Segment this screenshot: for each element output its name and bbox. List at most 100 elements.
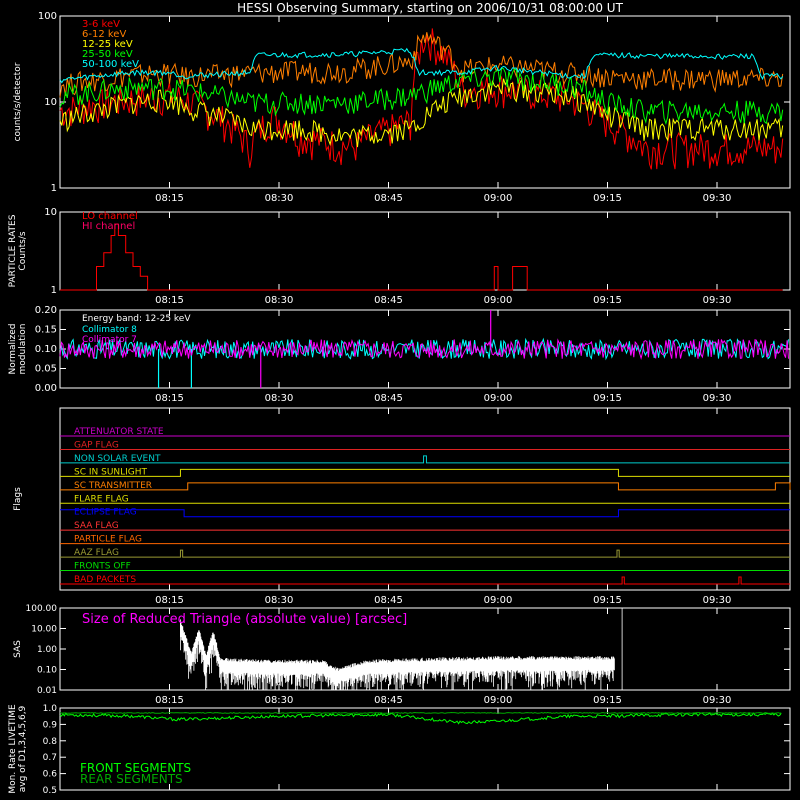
flag-label: ATTENUATOR STATE xyxy=(74,427,164,437)
time-tick-label: 08:30 xyxy=(265,193,294,204)
y-tick-label: 0.6 xyxy=(43,770,58,780)
flag-line xyxy=(60,455,790,464)
y-tick-label: 0.10 xyxy=(35,344,57,355)
time-tick-label: 08:45 xyxy=(374,393,403,404)
y-tick-label: 0.7 xyxy=(43,753,57,763)
y-axis-label: SAS xyxy=(13,640,23,658)
panel-frame xyxy=(59,707,791,791)
time-tick-label: 08:45 xyxy=(374,595,403,606)
y-axis-label: Flags xyxy=(13,487,23,511)
flag-label: FRONTS OFF xyxy=(74,562,131,572)
legend-entry: LO channel xyxy=(82,211,138,222)
time-tick-label: 09:30 xyxy=(703,295,732,306)
modulation-panel: 0.00 0.05 0.10 0.15 0.20 08:15 08:30 08:45 09:00… xyxy=(8,305,791,404)
time-tick-label: 09:00 xyxy=(484,295,513,306)
lightcurve-series-line xyxy=(59,28,784,170)
particle-panel: 1 10 08:15 08:30 08:45 09:00 09:15 09:30 PARTICL… xyxy=(8,207,791,306)
y-tick-label: 0.00 xyxy=(35,383,57,394)
lightcurve-series-line xyxy=(59,67,784,126)
time-tick-label: 08:45 xyxy=(374,193,403,204)
time-tick-label: 08:45 xyxy=(374,695,403,706)
flag-line xyxy=(60,468,790,477)
legend-entry: 12-25 keV xyxy=(82,39,133,50)
y-tick-label: 1 xyxy=(51,183,57,194)
y-tick-label: 0.5 xyxy=(43,786,57,796)
flag-line xyxy=(60,482,791,491)
time-tick-label: 09:15 xyxy=(593,393,622,404)
sas-annotation: Size of Reduced Triangle (absolute value… xyxy=(82,612,407,627)
flag-label: NON SOLAR EVENT xyxy=(74,454,161,464)
time-tick-label: 08:15 xyxy=(155,193,184,204)
y-axis-label: PARTICLE RATESCounts/s xyxy=(8,214,28,287)
time-tick-label: 08:30 xyxy=(265,393,294,404)
flag-label: SC IN SUNLIGHT xyxy=(74,467,148,477)
y-tick-label: 0.05 xyxy=(35,364,57,375)
modulation-series-line xyxy=(59,338,789,360)
y-tick-label: 0.01 xyxy=(37,686,57,696)
flag-line xyxy=(60,549,790,558)
legend-entry: 3-6 keV xyxy=(82,19,120,30)
flag-label: AAZ FLAG xyxy=(74,548,119,558)
flag-label: BAD PACKETS xyxy=(74,575,136,585)
time-tick-label: 09:30 xyxy=(703,595,732,606)
y-tick-label: 0.20 xyxy=(35,305,57,316)
y-tick-label: 10 xyxy=(44,97,57,108)
time-tick-label: 08:45 xyxy=(374,295,403,306)
time-tick-label: 08:30 xyxy=(265,695,294,706)
sas-panel: 0.01 0.10 1.00 10.00 100.00 08:15 08:30 08:45 09… xyxy=(13,604,791,706)
y-axis-label: Mon. Rate LIVETIMEavg of D1,3,4,5,6,9 xyxy=(8,704,28,794)
flag-label: GAP FLAG xyxy=(74,440,119,450)
flag-label: SAA FLAG xyxy=(74,521,119,531)
time-tick-label: 08:15 xyxy=(155,295,184,306)
y-axis-label: counts/s/detector xyxy=(13,62,23,141)
panel-frame xyxy=(59,407,791,591)
time-tick-label: 08:30 xyxy=(265,295,294,306)
time-tick-label: 08:30 xyxy=(265,595,294,606)
flag-label: SC TRANSMITTER xyxy=(74,481,152,491)
time-tick-label: 09:15 xyxy=(593,695,622,706)
legend-entry: 50-100 keV xyxy=(82,59,139,70)
y-tick-label: 1.0 xyxy=(43,704,58,714)
time-tick-label: 08:15 xyxy=(155,595,184,606)
time-tick-label: 09:30 xyxy=(703,393,732,404)
sas-series-line xyxy=(180,608,623,690)
livetime-series-line xyxy=(59,712,782,725)
y-tick-label: 1.00 xyxy=(37,645,57,655)
lightcurve-series-line xyxy=(59,32,784,98)
y-tick-label: 10 xyxy=(44,207,57,218)
y-tick-label: 0.9 xyxy=(43,720,58,730)
legend-entry: 6-12 keV xyxy=(82,29,126,40)
time-tick-label: 09:00 xyxy=(484,193,513,204)
time-tick-label: 09:00 xyxy=(484,393,513,404)
y-tick-label: 100 xyxy=(38,11,57,22)
lightcurve-series-line xyxy=(59,77,784,148)
figure-title: HESSI Observing Summary, starting on 200… xyxy=(237,1,623,15)
flag-line xyxy=(60,509,790,518)
time-tick-label: 09:00 xyxy=(484,595,513,606)
lightcurve-panel: 1 10 100 08:15 08:30 08:45 09:00 09:15 09:30 coun… xyxy=(13,11,791,204)
livetime-panel: 0.5 0.6 0.7 0.8 0.9 1.0 Mon. Rate LIVETIMEavg … xyxy=(8,704,791,796)
y-axis-label: Normalizedmodulation xyxy=(8,323,28,374)
time-tick-label: 08:15 xyxy=(155,695,184,706)
legend-entry: REAR SEGMENTS xyxy=(80,772,183,786)
particle-lo-line xyxy=(60,223,783,291)
livetime-series-line xyxy=(59,711,782,714)
time-tick-label: 09:00 xyxy=(484,695,513,706)
time-tick-label: 08:15 xyxy=(155,393,184,404)
panel-frame xyxy=(59,211,791,291)
flag-line xyxy=(60,576,790,585)
time-tick-label: 09:30 xyxy=(703,193,732,204)
legend-entry: FRONT SEGMENTS xyxy=(80,761,191,775)
lightcurve-series-line xyxy=(59,47,784,84)
time-tick-label: 09:15 xyxy=(593,595,622,606)
time-tick-label: 09:30 xyxy=(703,695,732,706)
flags-panel: 08:15 08:30 08:45 09:00 09:15 09:30 Flags ATTEN… xyxy=(13,407,791,606)
time-tick-label: 09:15 xyxy=(593,193,622,204)
y-tick-label: 10.00 xyxy=(31,625,57,635)
modulation-series-line xyxy=(59,337,789,361)
y-tick-label: 100.00 xyxy=(26,604,58,614)
modulation-annotation: Energy band: 12-25 keV xyxy=(82,314,191,324)
legend-entry: Collimator 8 xyxy=(82,325,137,335)
flag-label: PARTICLE FLAG xyxy=(74,535,142,545)
